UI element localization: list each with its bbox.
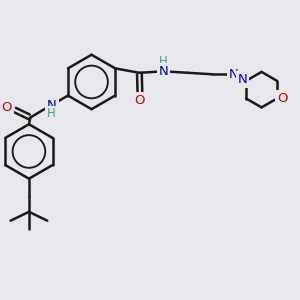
- Text: N: N: [238, 73, 248, 86]
- Text: O: O: [135, 94, 145, 106]
- Text: H: H: [159, 56, 168, 68]
- Text: H: H: [47, 107, 56, 120]
- Text: O: O: [2, 101, 12, 114]
- Text: N: N: [159, 65, 169, 78]
- Text: O: O: [277, 92, 287, 105]
- Text: N: N: [229, 68, 238, 81]
- Text: N: N: [47, 98, 57, 112]
